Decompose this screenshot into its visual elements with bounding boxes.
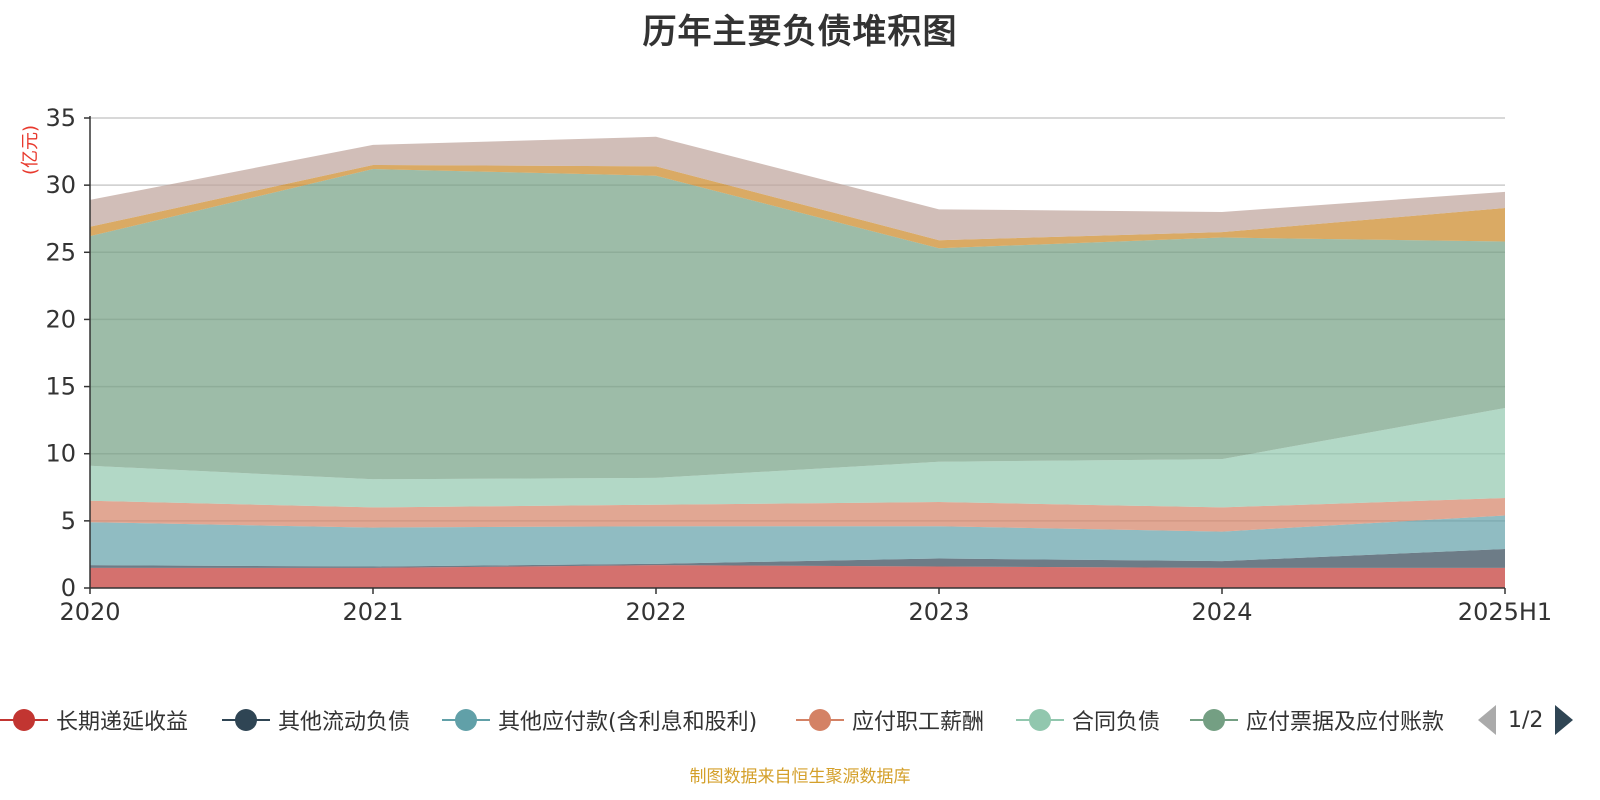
legend-items: 长期递延收益 其他流动负债 其他应付款(含利息和股利) 应付职工薪酬 合同负债 应付票据及… [0, 700, 1462, 740]
y-tick-label: 5 [61, 507, 76, 535]
legend-item[interactable]: 合同负债 [1016, 700, 1160, 740]
legend-item[interactable]: 其他应付款(含利息和股利) [442, 700, 757, 740]
legend-marker-icon [1190, 700, 1238, 740]
area-series-3 [90, 498, 1505, 532]
stacked-area-chart: 0 5 10 15 20 25 30 35 2020 2021 2022 2023 2024 2025H1 [45, 104, 1552, 626]
legend-marker-icon [442, 700, 490, 740]
y-tick-label: 20 [45, 305, 76, 333]
x-tick-label: 2022 [625, 598, 686, 626]
legend-label: 长期递延收益 [56, 710, 189, 735]
legend-marker-icon [796, 700, 844, 740]
legend-label: 其他流动负债 [278, 710, 411, 735]
legend-label: 合同负债 [1072, 710, 1161, 735]
axes: 0 5 10 15 20 25 30 35 2020 2021 2022 2023 2024 2025H1 [45, 104, 1552, 626]
y-tick-label: 30 [45, 171, 76, 199]
legend-item[interactable]: 其他流动负债 [222, 700, 410, 740]
area-series-2 [90, 515, 1505, 567]
area-series [90, 136, 1505, 588]
y-tick-label: 0 [61, 574, 76, 602]
legend: 长期递延收益 其他流动负债 其他应付款(含利息和股利) 应付职工薪酬 合同负债 应付票据及… [0, 700, 1600, 740]
data-source-note: 制图数据来自恒生聚源数据库 [689, 767, 911, 787]
area-series-5 [90, 169, 1505, 480]
x-tick-label: 2021 [342, 598, 403, 626]
y-tick-label: 15 [45, 373, 76, 401]
area-series-0 [90, 565, 1505, 588]
x-tick-label: 2024 [1191, 598, 1252, 626]
y-tick-label: 35 [45, 104, 76, 132]
y-tick-label: 10 [45, 440, 76, 468]
legend-marker-icon [0, 700, 48, 740]
x-tick-label: 2023 [908, 598, 969, 626]
legend-label: 其他应付款(含利息和股利) [498, 710, 758, 735]
legend-pager: 1/2 [1478, 700, 1574, 740]
area-series-1 [90, 549, 1505, 568]
legend-marker-icon [222, 700, 270, 740]
area-series-6 [90, 165, 1505, 249]
legend-label: 应付职工薪酬 [852, 710, 985, 735]
x-tick-label: 2020 [59, 598, 120, 626]
legend-marker-icon [1016, 700, 1064, 740]
x-tick-label: 2025H1 [1458, 598, 1552, 626]
legend-label: 应付票据及应付账款 [1246, 710, 1445, 735]
legend-prev-arrow-icon[interactable] [1478, 705, 1496, 735]
area-series-7 [90, 136, 1505, 241]
legend-next-arrow-icon[interactable] [1555, 705, 1574, 735]
legend-item[interactable]: 长期递延收益 [0, 700, 188, 740]
chart-title: 历年主要负债堆积图 [642, 12, 958, 52]
legend-item[interactable]: 应付职工薪酬 [796, 700, 984, 740]
area-series-4 [90, 408, 1505, 508]
legend-item[interactable]: 应付票据及应付账款 [1190, 700, 1444, 740]
y-tick-label: 25 [45, 238, 76, 266]
legend-page-indicator: 1/2 [1508, 707, 1544, 733]
